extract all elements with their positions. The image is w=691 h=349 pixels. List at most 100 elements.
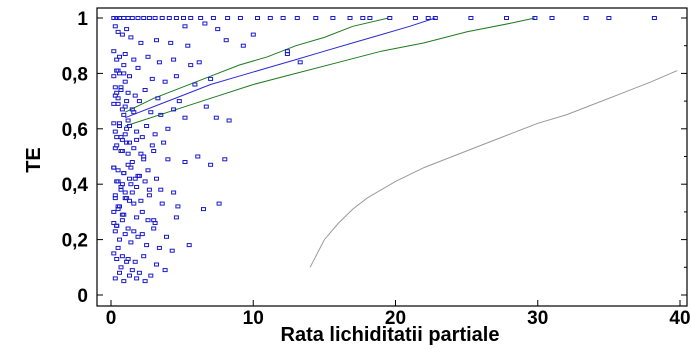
- data-point: [201, 207, 206, 212]
- data-point: [127, 74, 132, 79]
- data-point: [155, 96, 161, 101]
- data-point: [176, 99, 182, 104]
- data-point: [124, 196, 130, 201]
- data-point: [250, 32, 256, 37]
- y-axis-title: TE: [23, 147, 45, 173]
- data-point: [128, 165, 134, 170]
- data-point: [128, 35, 134, 40]
- y-tick-label: 1: [77, 9, 88, 30]
- data-point: [124, 126, 130, 131]
- data-point: [117, 204, 122, 209]
- data-point: [125, 151, 131, 156]
- data-point: [141, 16, 147, 20]
- data-point: [182, 160, 188, 164]
- data-point: [132, 259, 138, 264]
- data-point: [159, 16, 165, 20]
- y-tick-label: 0,4: [62, 175, 89, 196]
- data-point: [115, 245, 121, 250]
- data-point: [606, 16, 612, 20]
- data-point: [127, 140, 132, 145]
- y-tick-label: 0,6: [62, 120, 88, 141]
- data-point: [131, 146, 137, 151]
- data-point: [156, 60, 162, 65]
- plot-frame: [96, 7, 688, 307]
- data-point: [115, 168, 121, 173]
- data-point: [115, 29, 121, 34]
- data-point: [112, 24, 118, 29]
- data-point: [124, 140, 130, 145]
- data-point: [115, 101, 121, 106]
- x-tick-label: 40: [669, 308, 690, 329]
- data-point: [360, 16, 366, 20]
- data-point: [121, 63, 127, 68]
- data-point: [131, 229, 137, 234]
- data-point: [121, 279, 127, 284]
- data-point: [196, 60, 202, 65]
- data-point: [124, 99, 130, 104]
- x-axis-ticks: 0 10 20 30 40: [106, 300, 691, 329]
- data-point: [129, 16, 135, 20]
- data-point: [124, 259, 130, 264]
- data-point: [119, 32, 125, 37]
- x-tick-label: 0: [106, 308, 117, 329]
- data-point: [240, 43, 246, 48]
- data-point: [122, 132, 128, 137]
- data-point: [134, 185, 140, 189]
- data-point: [144, 124, 150, 128]
- data-point: [425, 16, 431, 20]
- data-point: [134, 276, 140, 281]
- data-point: [128, 240, 134, 245]
- data-point: [119, 254, 125, 259]
- data-point: [188, 63, 194, 68]
- data-point: [215, 27, 221, 32]
- y-tick-label: 0,2: [62, 231, 88, 252]
- data-point: [284, 49, 290, 54]
- data-point: [145, 54, 151, 59]
- data-point: [112, 129, 118, 134]
- data-point: [119, 212, 125, 217]
- y-tick-label: 0,8: [62, 64, 88, 85]
- data-point: [131, 110, 137, 115]
- data-point: [151, 149, 157, 153]
- data-point: [159, 201, 165, 206]
- data-point: [132, 93, 138, 98]
- data-point: [135, 65, 141, 70]
- data-point: [171, 57, 177, 62]
- data-point: [134, 215, 140, 220]
- data-point: [122, 52, 128, 56]
- data-point: [136, 270, 142, 275]
- data-point: [225, 16, 231, 20]
- data-point: [112, 93, 118, 98]
- data-point: [111, 165, 117, 170]
- data-point: [148, 273, 154, 278]
- data-point: [223, 38, 229, 43]
- data-point: [144, 243, 150, 248]
- data-point: [129, 268, 135, 273]
- data-point: [151, 226, 157, 231]
- data-point: [115, 68, 121, 73]
- data-point: [117, 16, 122, 20]
- data-point: [131, 57, 137, 62]
- data-point: [165, 157, 171, 162]
- data-point: [168, 40, 174, 45]
- data-point: [115, 179, 121, 184]
- data-point: [135, 16, 141, 20]
- data-point: [173, 74, 179, 79]
- data-point: [185, 43, 191, 48]
- data-point: [138, 198, 144, 203]
- data-point: [198, 16, 204, 20]
- data-point: [182, 115, 188, 120]
- data-point: [142, 88, 148, 92]
- data-point: [111, 221, 117, 225]
- y-axis-ticks: 0 0,2 0,4 0,6 0,8 1: [62, 9, 687, 307]
- curve-lower-band: [125, 17, 536, 127]
- data-point: [145, 218, 151, 223]
- data-point: [111, 16, 117, 20]
- data-point: [173, 215, 179, 220]
- data-point: [146, 193, 152, 198]
- data-point: [129, 190, 135, 195]
- data-point: [367, 16, 373, 20]
- data-point: [139, 232, 145, 237]
- data-point: [111, 121, 117, 126]
